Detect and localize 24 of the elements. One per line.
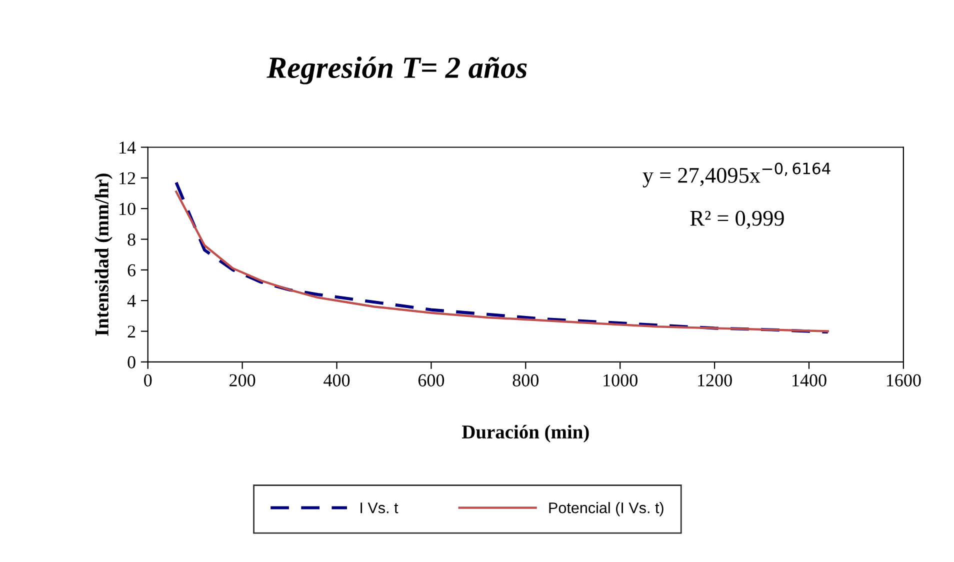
y-tick-label: 2	[128, 326, 136, 338]
y-tick-label: 8	[128, 234, 136, 246]
annotation: R² = 0,999	[690, 210, 784, 229]
x-tick-label: 400	[324, 374, 350, 386]
legend-label: I Vs. t	[360, 502, 398, 514]
y-axis-title: Intensidad (mm/hr)	[94, 174, 112, 336]
x-tick-label: 1200	[698, 374, 732, 386]
chart-title: Regresión T= 2 años	[266, 56, 527, 84]
y-tick-label: 4	[127, 294, 136, 307]
x-tick-label: 1000	[604, 374, 638, 386]
y-tick-label: 10	[120, 202, 136, 216]
y-tick-label: 12	[120, 172, 136, 184]
x-tick-label: 200	[230, 374, 256, 386]
x-tick-label: 1400	[792, 374, 826, 386]
y-tick-label: 6	[128, 264, 136, 276]
y-tick-label: 0	[128, 356, 136, 368]
annotation: y = 27,4095x$^{−0,6164}$	[642, 162, 830, 188]
x-tick-label: 1600	[886, 374, 921, 386]
legend-label: Potencial (I Vs. t)	[549, 502, 664, 516]
x-axis-title: Duración (min)	[462, 424, 589, 442]
x-tick-label: 600	[418, 374, 444, 386]
y-tick-label: 14	[120, 142, 136, 154]
x-tick-label: 800	[512, 374, 539, 386]
x-tick-label: 0	[144, 374, 152, 386]
